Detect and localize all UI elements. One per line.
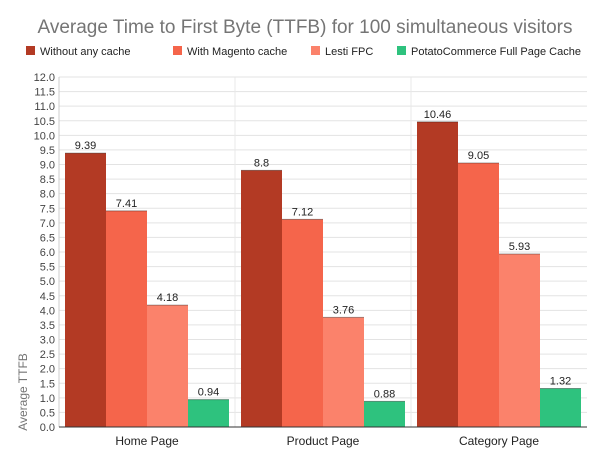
y-tick-label: 9.0	[40, 160, 55, 172]
bar	[282, 219, 323, 427]
x-tick-label: Product Page	[287, 434, 360, 448]
y-tick-label: 5.5	[40, 262, 55, 274]
x-axis-categories: Home Page Product Page Category Page	[115, 434, 539, 448]
bar	[364, 401, 405, 427]
bar	[417, 121, 458, 428]
chart-title: Average Time to First Byte (TTFB) for 10…	[38, 17, 573, 38]
y-tick-label: 2.5	[40, 349, 55, 361]
value-label: 1.32	[550, 376, 571, 388]
y-tick-label: 10.5	[34, 116, 55, 128]
y-tick-label: 7.5	[40, 203, 55, 215]
bar	[241, 170, 282, 428]
bar	[106, 210, 147, 427]
bar	[147, 305, 188, 427]
legend-entry: PotatoCommerce Full Page Cache	[411, 46, 581, 58]
legend-entry: Without any cache	[40, 46, 131, 58]
y-tick-label: 11.5	[34, 87, 55, 99]
bar	[499, 254, 540, 427]
legend-swatch	[397, 46, 406, 55]
y-tick-label: 6.5	[40, 232, 55, 244]
value-label: 7.12	[292, 206, 313, 218]
bar	[540, 388, 581, 427]
y-tick-label: 1.5	[40, 378, 55, 390]
y-tick-label: 11.0	[34, 101, 55, 113]
y-tick-label: 3.0	[40, 335, 55, 347]
y-tick-label: 7.0	[40, 218, 55, 230]
y-tick-label: 8.5	[40, 174, 55, 186]
y-axis-ticks: 0.0 0.5 1.0 1.5 2.0 2.5 3.0 3.5 4.0 4.5 5.0 5.5 6.0 6…	[34, 72, 55, 434]
y-tick-label: 2.0	[40, 364, 55, 376]
value-label: 0.88	[374, 388, 395, 400]
value-label: 4.18	[157, 292, 178, 304]
legend-swatch	[26, 46, 35, 55]
bar	[323, 317, 364, 427]
value-label: 8.8	[254, 157, 269, 169]
y-tick-label: 0.0	[40, 422, 55, 434]
legend-swatch	[311, 46, 320, 55]
value-label: 9.39	[75, 140, 96, 152]
y-tick-label: 1.0	[40, 393, 55, 405]
value-label: 9.05	[468, 150, 489, 162]
y-tick-label: 10.0	[34, 130, 55, 142]
value-label: 7.41	[116, 198, 137, 210]
x-tick-label: Home Page	[115, 434, 179, 448]
value-labels: 9.39 7.41 4.18 0.94 8.8 7.12 3.76 0.88 10.46 9.05…	[75, 109, 571, 400]
bars	[65, 121, 581, 428]
bar	[65, 153, 106, 427]
y-tick-label: 8.0	[40, 189, 55, 201]
bar	[188, 399, 229, 427]
value-label: 0.94	[198, 387, 219, 399]
bar	[458, 163, 499, 427]
y-axis-label: Average TTFB	[16, 353, 30, 431]
x-tick-label: Category Page	[459, 434, 539, 448]
legend-entry: With Magento cache	[187, 46, 287, 58]
value-label: 3.76	[333, 304, 354, 316]
y-tick-label: 3.5	[40, 320, 55, 332]
y-tick-label: 4.0	[40, 305, 55, 317]
value-label: 5.93	[509, 241, 530, 253]
y-tick-label: 0.5	[40, 407, 55, 419]
legend-swatch	[173, 46, 182, 55]
legend-entry: Lesti FPC	[325, 46, 373, 58]
legend: Without any cache With Magento cache Lesti…	[26, 46, 581, 58]
y-tick-label: 9.5	[40, 145, 55, 157]
value-label: 10.46	[424, 109, 452, 121]
y-tick-label: 12.0	[34, 72, 55, 84]
y-tick-label: 6.0	[40, 247, 55, 259]
y-tick-label: 4.5	[40, 291, 55, 303]
y-tick-label: 5.0	[40, 276, 55, 288]
